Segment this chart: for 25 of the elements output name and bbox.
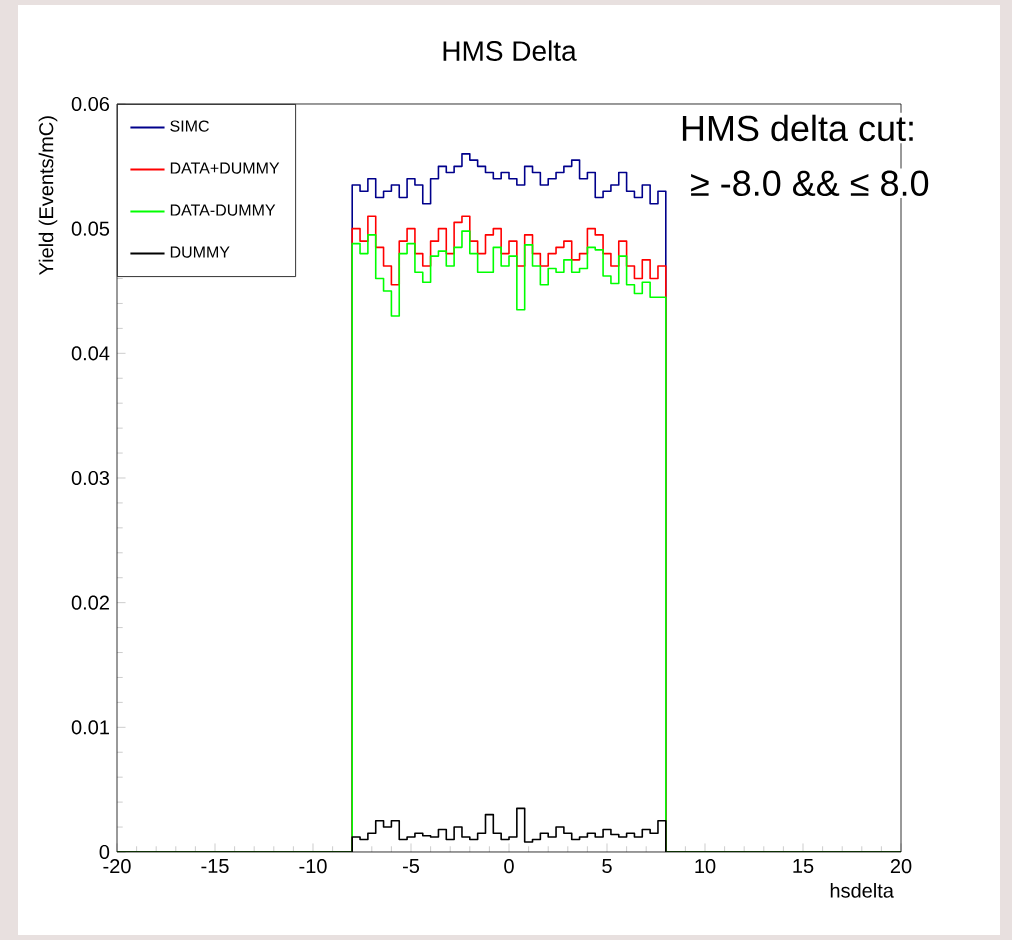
- y-tick-label: 0.05: [71, 221, 110, 236]
- legend-label: DATA-DUMMY: [170, 204, 276, 216]
- y-tick-label: 0.04: [71, 346, 110, 361]
- legend-label: SIMC: [170, 120, 209, 132]
- x-tick-label: 5: [602, 859, 612, 873]
- x-tick-label: -15: [201, 859, 229, 873]
- x-tick-label: 10: [695, 859, 716, 874]
- x-axis-title: hsdelta: [830, 883, 894, 898]
- y-tick-label: 0: [99, 844, 110, 860]
- y-tick-label: 0.01: [71, 720, 109, 735]
- y-tick-label: 0.02: [71, 595, 109, 610]
- x-tick-label: -5: [402, 859, 420, 873]
- x-tick-label: -20: [103, 859, 131, 874]
- annotation: ≥ -8.0 && ≤ 8.0: [691, 170, 929, 197]
- y-tick-label: 0.06: [71, 96, 110, 112]
- legend-label: DUMMY: [170, 246, 230, 258]
- x-tick-label: 0: [504, 859, 514, 874]
- x-tick-label: 15: [793, 859, 814, 873]
- chart-title: HMS Delta: [443, 40, 577, 61]
- legend-label: DATA+DUMMY: [170, 162, 280, 174]
- y-tick-label: 0.03: [71, 470, 110, 486]
- x-tick-label: 20: [890, 859, 912, 874]
- annotation: HMS delta cut:: [682, 114, 913, 142]
- x-tick-label: -10: [299, 859, 327, 874]
- y-axis-title: Yield (Events/mC): [38, 116, 58, 276]
